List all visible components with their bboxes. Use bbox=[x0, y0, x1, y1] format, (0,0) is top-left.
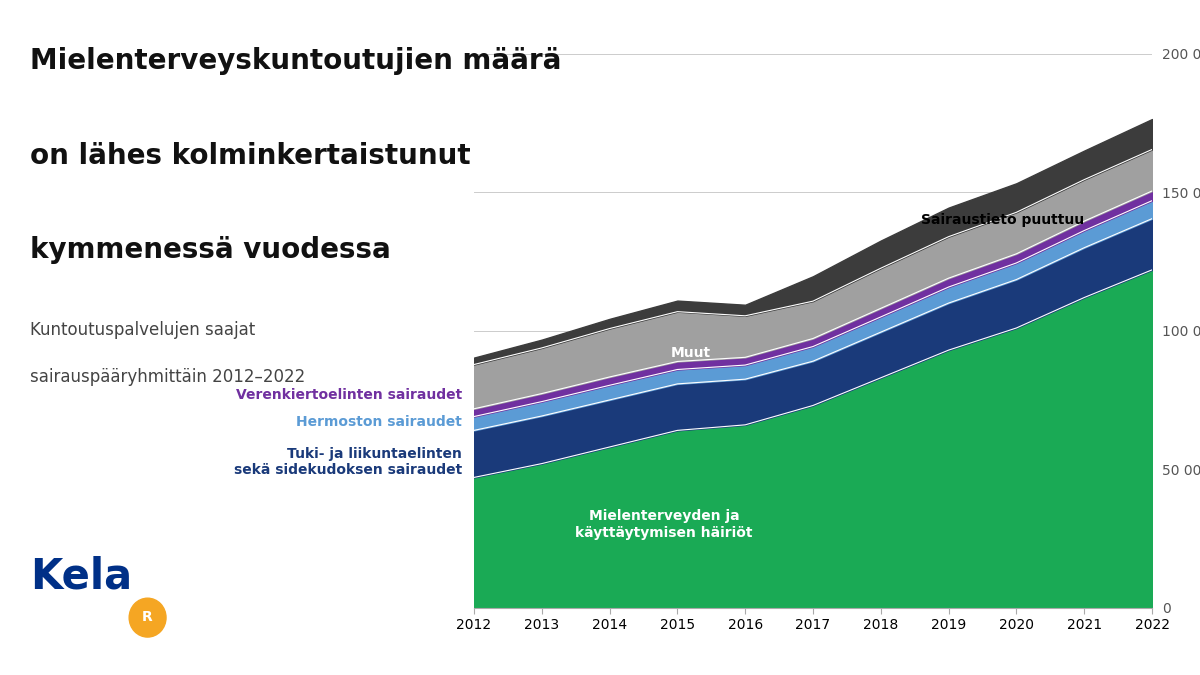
Text: Hermoston sairaudet: Hermoston sairaudet bbox=[296, 415, 462, 429]
Text: Kuntoutuspalvelujen saajat: Kuntoutuspalvelujen saajat bbox=[30, 321, 256, 339]
Text: Mielenterveyskuntoutujien määrä: Mielenterveyskuntoutujien määrä bbox=[30, 47, 562, 75]
Circle shape bbox=[130, 598, 166, 637]
Text: Mielenterveyden ja
käyttäytymisen häiriöt: Mielenterveyden ja käyttäytymisen häiriö… bbox=[575, 510, 752, 539]
Text: R: R bbox=[143, 610, 152, 624]
Text: Tuki- ja liikuntaelinten
sekä sidekudoksen sairaudet: Tuki- ja liikuntaelinten sekä sidekudoks… bbox=[234, 448, 462, 477]
Text: sairauspääryhmittäin 2012–2022: sairauspääryhmittäin 2012–2022 bbox=[30, 368, 305, 386]
Text: Verenkiertoelinten sairaudet: Verenkiertoelinten sairaudet bbox=[235, 388, 462, 402]
Text: kymmenessä vuodessa: kymmenessä vuodessa bbox=[30, 236, 391, 264]
Text: Muut: Muut bbox=[671, 346, 712, 360]
Text: Kela: Kela bbox=[30, 556, 132, 597]
Text: on lähes kolminkertaistunut: on lähes kolminkertaistunut bbox=[30, 142, 470, 169]
Text: Sairaustieto puuttuu: Sairaustieto puuttuu bbox=[922, 213, 1085, 227]
